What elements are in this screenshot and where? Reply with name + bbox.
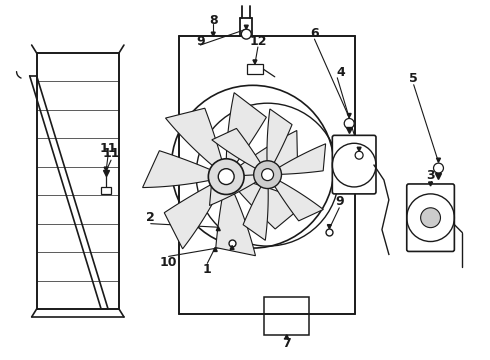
Circle shape (242, 29, 251, 39)
Text: 3: 3 (426, 168, 435, 181)
Circle shape (262, 169, 273, 181)
Polygon shape (213, 247, 217, 251)
Polygon shape (233, 179, 306, 229)
Polygon shape (285, 335, 289, 339)
Polygon shape (216, 186, 255, 256)
Polygon shape (273, 179, 323, 221)
Text: 9: 9 (196, 35, 205, 48)
Polygon shape (210, 175, 259, 206)
Bar (264, 297, 310, 335)
Polygon shape (212, 129, 263, 170)
Polygon shape (347, 113, 351, 117)
Polygon shape (230, 246, 234, 249)
Polygon shape (245, 25, 248, 29)
Text: 11: 11 (102, 147, 120, 160)
Text: 6: 6 (310, 27, 319, 40)
Polygon shape (253, 60, 257, 64)
Polygon shape (234, 130, 298, 176)
Polygon shape (211, 32, 215, 36)
Text: 9: 9 (335, 195, 343, 208)
Text: 10: 10 (160, 256, 177, 269)
Text: 1: 1 (203, 263, 212, 276)
Bar (101, 187, 111, 194)
Polygon shape (276, 144, 326, 175)
Polygon shape (429, 182, 433, 186)
Polygon shape (166, 108, 223, 170)
Polygon shape (327, 225, 331, 229)
Circle shape (208, 159, 244, 194)
Polygon shape (357, 147, 361, 151)
Polygon shape (437, 158, 441, 162)
Circle shape (344, 118, 354, 129)
Text: 4: 4 (337, 66, 345, 79)
Text: 8: 8 (209, 14, 218, 27)
Text: 11: 11 (99, 142, 117, 155)
Polygon shape (243, 183, 268, 240)
Bar (247, 64, 263, 74)
Text: 5: 5 (409, 72, 418, 85)
Text: 12: 12 (249, 35, 267, 48)
FancyBboxPatch shape (332, 135, 376, 194)
Polygon shape (216, 227, 220, 231)
Polygon shape (143, 151, 217, 188)
Circle shape (420, 208, 441, 228)
FancyBboxPatch shape (407, 184, 454, 251)
Polygon shape (104, 167, 108, 171)
Polygon shape (164, 181, 222, 249)
Circle shape (355, 151, 363, 159)
Circle shape (218, 169, 234, 185)
Text: 7: 7 (282, 337, 291, 350)
Circle shape (434, 163, 443, 173)
Circle shape (254, 161, 281, 189)
Polygon shape (267, 109, 292, 166)
Polygon shape (226, 93, 267, 168)
Text: 2: 2 (147, 211, 155, 224)
